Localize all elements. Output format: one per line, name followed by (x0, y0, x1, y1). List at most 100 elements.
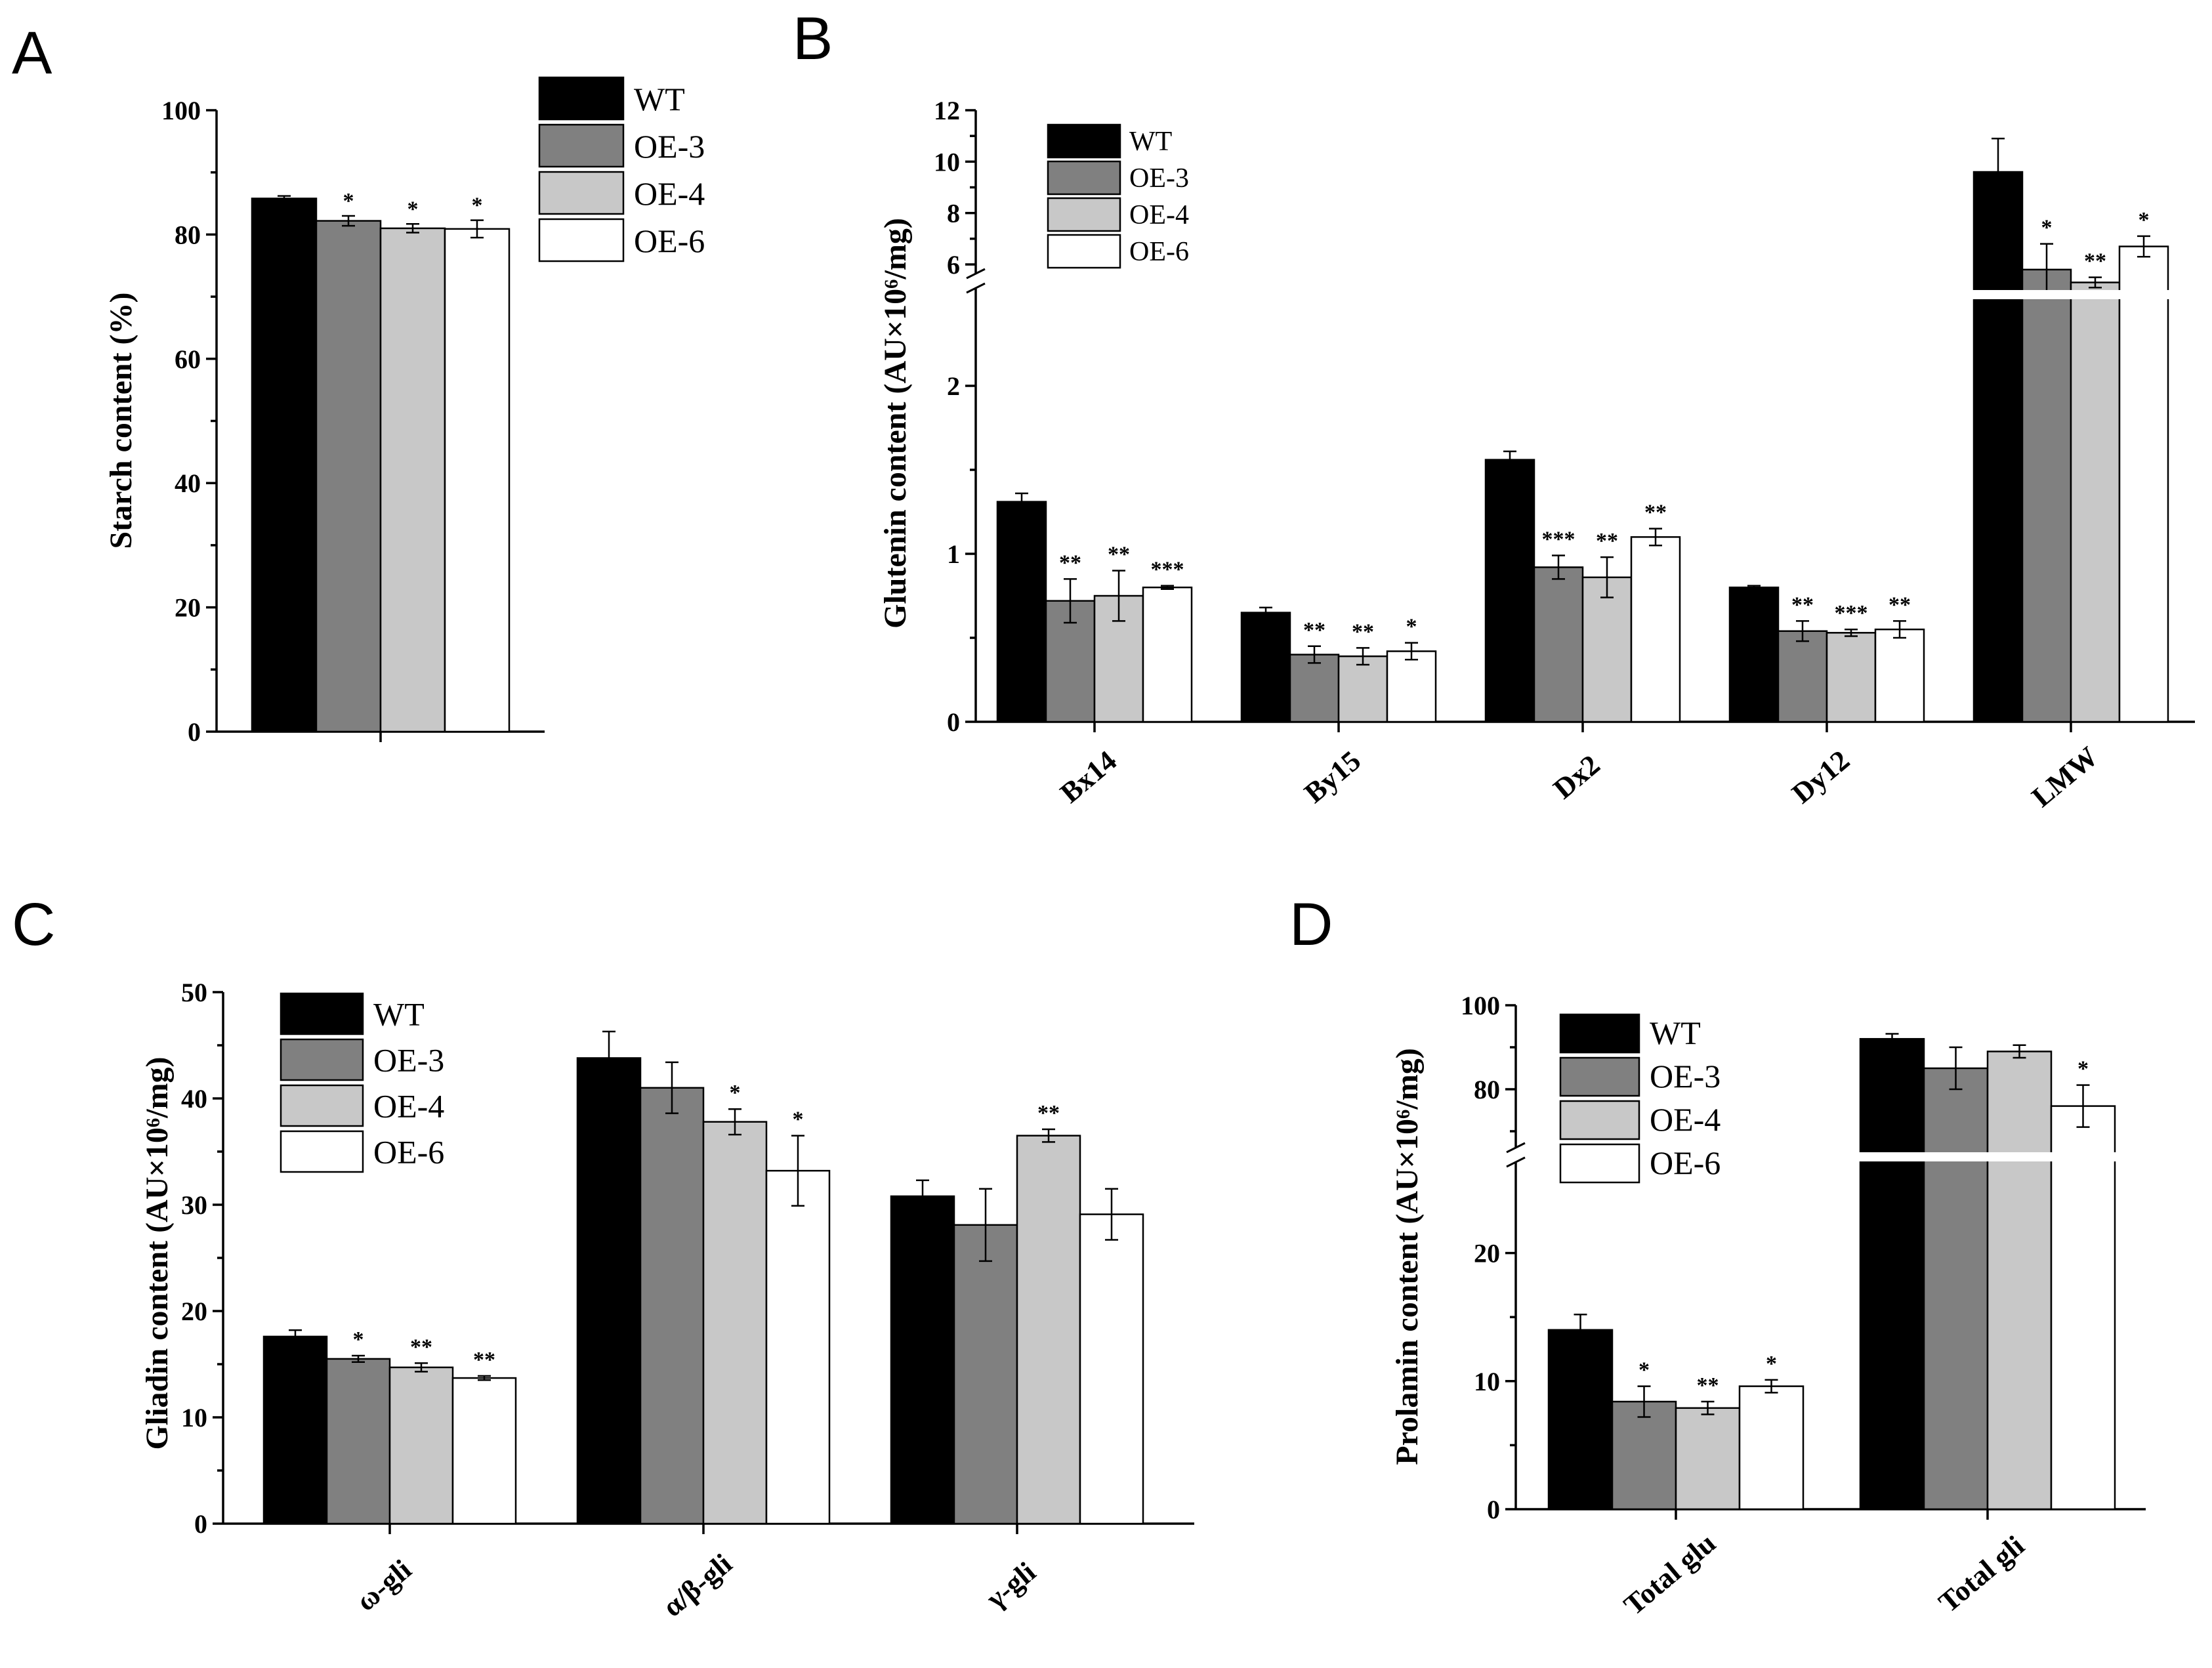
significance-mark: * (2077, 1057, 2089, 1081)
bar-1-oe-6 (2050, 1105, 2116, 1511)
bar-bx14-wt (996, 501, 1047, 723)
legend-label-oe-6: OE-6 (1129, 237, 1189, 267)
y-tick-label: 10 (1474, 1367, 1500, 1396)
y-tick-label: 0 (194, 1509, 207, 1539)
y-tick-label: 60 (175, 344, 201, 374)
category-label-2: γ-gli (980, 1556, 1042, 1616)
bar-2-wt (890, 1195, 955, 1525)
legend-swatch-oe-4 (280, 1084, 364, 1127)
bar-dy12-oe-3 (1777, 630, 1828, 723)
panel-letter-d: D (1289, 891, 1333, 958)
significance-mark: * (472, 194, 483, 218)
bar-break-gap (1858, 1152, 2119, 1161)
significance-mark: *** (1542, 528, 1576, 552)
significance-mark: ** (1352, 619, 1374, 644)
legend-swatch-wt (538, 76, 625, 121)
legend-label-oe-6: OE-6 (1650, 1144, 1721, 1181)
bar-by15-oe-3 (1289, 654, 1340, 723)
bar-dy12-wt (1728, 586, 1780, 723)
category-label-1: Total gli (1932, 1530, 2030, 1619)
legend-swatch-oe-4 (1559, 1100, 1640, 1140)
y-tick-label: 10 (934, 147, 960, 177)
legend-label-wt: WT (634, 81, 685, 117)
legend-swatch-oe-6 (280, 1130, 364, 1173)
category-label-dx2: Dx2 (1547, 749, 1606, 805)
legend-label-oe-3: OE-3 (634, 128, 705, 165)
bar-lmw-oe-3 (2021, 268, 2072, 723)
significance-mark: * (1638, 1358, 1650, 1383)
legend-label-oe-3: OE-3 (1129, 163, 1189, 194)
bar-oe-3 (315, 220, 382, 733)
bar-1-wt (1859, 1037, 1925, 1511)
y-tick-label: 20 (181, 1297, 207, 1326)
category-label-bx14: Bx14 (1054, 744, 1123, 809)
y-tick-label: 0 (1487, 1495, 1500, 1524)
y-tick-label: 80 (1474, 1075, 1500, 1104)
bar-2-oe-4 (1016, 1135, 1081, 1525)
y-tick-label: 100 (1461, 991, 1500, 1020)
category-label-by15: By15 (1298, 744, 1367, 809)
significance-mark: * (2041, 216, 2053, 240)
significance-mark: ** (1644, 501, 1667, 525)
bar-lmw-oe-6 (2118, 245, 2169, 723)
legend-label-wt: WT (373, 995, 425, 1032)
category-label-dy12: Dy12 (1785, 744, 1855, 810)
bar-dx2-wt (1484, 459, 1535, 723)
y-tick-label: 6 (947, 250, 960, 280)
bar-1-oe-3 (639, 1087, 705, 1525)
panel-letter-a: A (12, 20, 52, 87)
bar-by15-oe-4 (1337, 655, 1388, 723)
y-axis-label: Glutenin content (AU×10⁶/mg) (878, 218, 913, 629)
legend-swatch-oe-6 (1047, 234, 1121, 269)
y-tick-label: 20 (1474, 1239, 1500, 1268)
significance-mark: * (1406, 615, 1417, 639)
significance-mark: * (2139, 208, 2150, 232)
significance-mark: ** (1037, 1101, 1060, 1125)
panel-letter-b: B (793, 5, 833, 72)
significance-mark: * (353, 1327, 364, 1352)
legend-label-oe-6: OE-6 (634, 222, 705, 259)
bar-0-oe-4 (1675, 1407, 1741, 1511)
bar-1-oe-4 (1986, 1051, 2053, 1511)
bar-1-oe-3 (1923, 1067, 1989, 1511)
bar-0-oe-4 (388, 1366, 454, 1525)
legend-swatch-oe-3 (1047, 160, 1121, 196)
legend-label-oe-4: OE-4 (1129, 200, 1189, 230)
significance-mark: ** (1108, 543, 1130, 567)
significance-mark: * (730, 1081, 741, 1105)
significance-mark: * (793, 1108, 804, 1132)
y-tick-label: 40 (181, 1084, 207, 1114)
significance-mark: * (343, 189, 354, 213)
significance-mark: ** (1303, 618, 1325, 642)
significance-mark: *** (1835, 601, 1868, 625)
y-tick-label: 0 (188, 717, 201, 747)
legend-label-oe-4: OE-4 (634, 175, 705, 212)
bar-dx2-oe-6 (1630, 536, 1681, 723)
category-label-0: ω-gli (350, 1553, 417, 1617)
y-tick-label: 50 (181, 978, 207, 1007)
bar-bx14-oe-6 (1142, 586, 1193, 723)
y-tick-label: 0 (947, 707, 960, 737)
bar-1-oe-6 (765, 1169, 831, 1525)
legend-label-wt: WT (1129, 127, 1172, 157)
bar-dx2-oe-4 (1581, 576, 1633, 723)
y-tick-label: 8 (947, 199, 960, 228)
bar-break-gap (1971, 290, 2172, 299)
y-tick-label: 2 (947, 371, 960, 401)
bar-lmw-wt (1972, 171, 2024, 723)
y-tick-label: 40 (175, 469, 201, 498)
significance-mark: ** (2084, 249, 2106, 274)
bar-by15-wt (1240, 612, 1291, 723)
bar-2-oe-6 (1079, 1213, 1144, 1525)
bar-oe-6 (444, 228, 511, 733)
legend-label-oe-3: OE-3 (373, 1041, 444, 1078)
significance-mark: ** (1791, 593, 1814, 617)
y-tick-label: 20 (175, 593, 201, 623)
legend-swatch-oe-3 (1559, 1056, 1640, 1097)
legend-label-oe-3: OE-3 (1650, 1058, 1721, 1095)
significance-mark: ** (1889, 593, 1911, 617)
significance-mark: * (407, 197, 419, 221)
legend-label-oe-4: OE-4 (373, 1087, 444, 1124)
bar-dy12-oe-6 (1874, 628, 1925, 723)
